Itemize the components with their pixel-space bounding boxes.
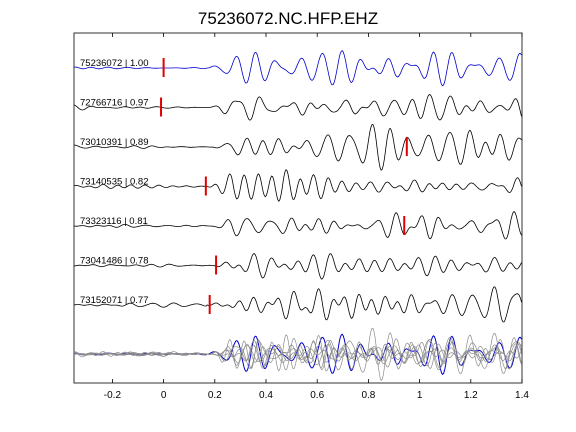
trace-label: 73323116 | 0.81 (80, 216, 148, 227)
waveform-trace (73, 253, 522, 280)
trace-label: 72766716 | 0.97 (80, 98, 149, 109)
waveform-trace (73, 124, 522, 171)
x-tick-label: 0.8 (361, 390, 375, 401)
trace-label: 75236072 | 1.00 (80, 58, 149, 69)
waveform-trace (73, 169, 522, 202)
stack-overlay-trace (74, 327, 522, 382)
x-tick-label: 1 (417, 390, 423, 401)
trace-label: 73152071 | 0.77 (80, 295, 149, 306)
x-tick-label: 0.6 (310, 390, 324, 401)
x-tick-label: 0.4 (259, 390, 273, 401)
stack-overlay-group (73, 327, 522, 382)
x-tick-label: 0 (161, 390, 167, 401)
trace-label: 73010391 | 0.89 (80, 137, 149, 148)
x-tick-label: -0.2 (104, 390, 122, 401)
waveform-trace (73, 286, 522, 323)
x-tick-label: 0.2 (208, 390, 222, 401)
waveform-trace (73, 50, 522, 87)
x-tick-label: 1.4 (515, 390, 529, 401)
trace-label: 73041486 | 0.78 (80, 256, 149, 267)
pick-markers-group (160, 58, 408, 314)
trace-labels-group: 75236072 | 1.00 72766716 | 0.97 73010391 |… (80, 58, 149, 306)
plot-area (73, 32, 523, 384)
stack-overlay-trace (73, 332, 522, 374)
x-axis: -0.2 0 0.2 0.4 0.6 0.8 1 1.2 1.4 (104, 33, 529, 401)
x-tick-label: 1.2 (464, 390, 478, 401)
chart-title: 75236072.NC.HFP.EHZ (198, 9, 378, 28)
waveform-trace (73, 211, 522, 240)
trace-group (73, 50, 522, 323)
trace-label: 73140535 | 0.82 (80, 177, 149, 188)
waveform-trace (73, 94, 522, 121)
